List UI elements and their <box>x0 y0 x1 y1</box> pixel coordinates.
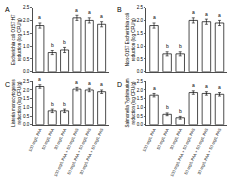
svg-text:Salmonella Typhimuriumreductio: Salmonella Typhimuriumreduction (log CFU… <box>125 78 136 127</box>
svg-text:0.0: 0.0 <box>137 69 144 74</box>
svg-text:C: C <box>5 81 10 88</box>
svg-text:1.5: 1.5 <box>137 31 144 36</box>
svg-text:a: a <box>100 81 103 87</box>
svg-text:50 mg/L PAA + 50 mg/L PAS: 50 mg/L PAA + 50 mg/L PAS <box>66 127 92 175</box>
svg-text:100 mg/L PAA + 50 mg/L PAS: 100 mg/L PAA + 50 mg/L PAS <box>53 127 80 177</box>
svg-text:a: a <box>38 76 41 82</box>
svg-text:1.0: 1.0 <box>137 105 144 110</box>
svg-text:A: A <box>5 6 10 13</box>
svg-text:1.5: 1.5 <box>137 96 144 101</box>
svg-text:30 mg/L PAA: 30 mg/L PAA <box>169 127 183 150</box>
svg-text:b: b <box>166 43 169 49</box>
svg-text:a: a <box>192 9 195 15</box>
svg-text:b: b <box>179 43 182 49</box>
svg-text:b: b <box>63 101 66 107</box>
svg-text:1.0: 1.0 <box>137 44 144 49</box>
svg-text:b: b <box>51 42 54 48</box>
svg-text:Listeria monocytogenesreductio: Listeria monocytogenesreduction (log CFU… <box>11 78 22 126</box>
svg-text:50 mg/L PAA: 50 mg/L PAA <box>41 127 55 150</box>
svg-text:0.5: 0.5 <box>137 114 144 119</box>
svg-text:50 mg/L PAA: 50 mg/L PAA <box>156 127 170 150</box>
svg-text:2.0: 2.0 <box>137 88 144 93</box>
svg-text:b: b <box>179 108 182 114</box>
svg-text:D: D <box>117 81 122 88</box>
svg-text:b: b <box>166 104 169 110</box>
svg-text:2.5: 2.5 <box>137 5 144 10</box>
svg-text:0.5: 0.5 <box>137 57 144 62</box>
svg-text:b: b <box>51 101 54 107</box>
svg-text:2.5: 2.5 <box>137 79 144 84</box>
svg-text:a: a <box>218 12 221 18</box>
svg-text:a: a <box>153 85 156 91</box>
svg-text:30 mg/L PAA + 50 mg/L PAS: 30 mg/L PAA + 50 mg/L PAS <box>196 127 222 175</box>
svg-text:2.0: 2.0 <box>23 88 30 93</box>
svg-text:0.5: 0.5 <box>23 114 30 119</box>
svg-text:a: a <box>205 11 208 17</box>
svg-text:100 mg/L PAA: 100 mg/L PAA <box>141 127 156 152</box>
svg-text:b: b <box>63 39 66 45</box>
svg-text:30 mg/L PAA: 30 mg/L PAA <box>53 127 67 150</box>
svg-text:a: a <box>192 82 195 88</box>
svg-text:50 mg/L PAA + 50 mg/L PAS: 50 mg/L PAA + 50 mg/L PAS <box>183 127 209 175</box>
svg-text:Escherichia coli O157:H7reduct: Escherichia coli O157:H7reduction (log C… <box>11 14 22 65</box>
svg-text:0.0: 0.0 <box>23 69 30 74</box>
svg-text:a: a <box>100 13 103 19</box>
svg-text:1.0: 1.0 <box>23 105 30 110</box>
svg-text:2.0: 2.0 <box>23 18 30 23</box>
svg-text:2.5: 2.5 <box>23 5 30 10</box>
svg-text:100 mg/L PAA: 100 mg/L PAA <box>27 127 42 152</box>
svg-text:B: B <box>117 6 122 13</box>
svg-text:1.0: 1.0 <box>23 44 30 49</box>
svg-text:a: a <box>88 9 91 15</box>
svg-text:a: a <box>38 14 41 20</box>
svg-text:1.5: 1.5 <box>23 31 30 36</box>
svg-text:a: a <box>218 84 221 90</box>
svg-text:a: a <box>75 79 78 85</box>
svg-text:2.5: 2.5 <box>23 79 30 84</box>
svg-text:Non-O157 Escherichia colireduc: Non-O157 Escherichia colireduction (log … <box>125 13 136 66</box>
svg-text:0.5: 0.5 <box>23 57 30 62</box>
svg-text:a: a <box>75 7 78 13</box>
svg-text:2.0: 2.0 <box>137 18 144 23</box>
svg-text:a: a <box>88 80 91 86</box>
svg-text:100 mg/L PAA + 50 mg/L PAS: 100 mg/L PAA + 50 mg/L PAS <box>169 127 196 177</box>
svg-text:0.0: 0.0 <box>23 122 30 127</box>
svg-text:30 mg/L PAA + 50 mg/L PAS: 30 mg/L PAA + 50 mg/L PAS <box>78 127 104 175</box>
svg-text:a: a <box>153 14 156 20</box>
svg-text:1.5: 1.5 <box>23 96 30 101</box>
svg-text:a: a <box>205 83 208 89</box>
svg-text:0.0: 0.0 <box>137 122 144 127</box>
